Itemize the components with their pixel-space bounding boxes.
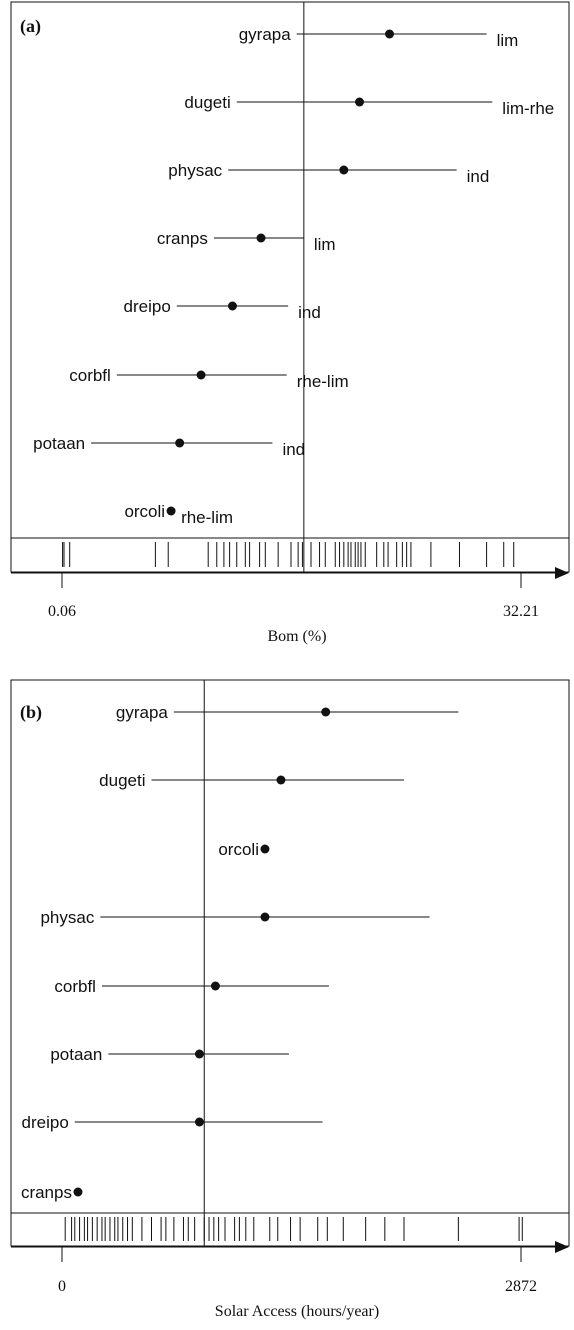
panel-a-species-row-corbfl: corbfl rhe-lim bbox=[69, 366, 348, 391]
panel-a-tag-label-physac: ind bbox=[467, 167, 490, 186]
panel-a: (a) gyrapa lim dugeti lim-rhe physac ind cranp… bbox=[10, 1, 570, 645]
panel-b-rug bbox=[64, 1217, 523, 1241]
panel-b-label: (b) bbox=[20, 702, 42, 723]
panel-b-xlabel: Solar Access (hours/year) bbox=[215, 1303, 379, 1320]
panel-a-label: (a) bbox=[20, 16, 41, 37]
panel-b-species-row-potaan: potaan bbox=[50, 1045, 289, 1064]
panel-b-point-dugeti bbox=[276, 775, 286, 785]
panel-b-point-orcoli bbox=[260, 844, 270, 854]
panel-b-species-label-gyrapa: gyrapa bbox=[116, 703, 169, 722]
panel-b-species-row-gyrapa: gyrapa bbox=[116, 703, 459, 722]
panel-b-species-label-orcoli: orcoli bbox=[218, 840, 259, 859]
panel-a-species-label-cranps: cranps bbox=[157, 229, 208, 248]
panel-b-species-row-orcoli: orcoli bbox=[218, 840, 270, 859]
panel-b-point-physac bbox=[260, 912, 270, 922]
panel-b-species-row-cranps: cranps bbox=[21, 1183, 83, 1202]
panel-a-xlabel: Bom (%) bbox=[267, 628, 326, 645]
panel-b: (b) gyrapa dugeti orcoli physac corbfl potaan… bbox=[10, 679, 570, 1320]
panel-b-point-potaan bbox=[194, 1049, 204, 1059]
panel-b-species-row-dreipo: dreipo bbox=[22, 1113, 323, 1132]
panel-a-tag-label-gyrapa: lim bbox=[497, 31, 519, 50]
panel-a-tag-label-dugeti: lim-rhe bbox=[502, 99, 554, 118]
panel-b-species: gyrapa dugeti orcoli physac corbfl potaan drei… bbox=[21, 703, 459, 1202]
panel-b-frame bbox=[10, 679, 570, 1247]
panel-b-axis-arrow bbox=[555, 1241, 569, 1253]
panel-a-species-label-corbfl: corbfl bbox=[69, 366, 111, 385]
panel-a-species-row-potaan: potaan ind bbox=[33, 434, 305, 459]
panel-a-point-orcoli bbox=[166, 506, 176, 516]
panel-a-frame bbox=[10, 1, 570, 573]
panel-b-species-label-physac: physac bbox=[40, 908, 94, 927]
panel-b-species-row-dugeti: dugeti bbox=[99, 771, 405, 790]
panel-b-species-row-corbfl: corbfl bbox=[54, 977, 329, 996]
panel-b-point-dreipo bbox=[194, 1117, 204, 1127]
panel-a-point-cranps bbox=[256, 233, 266, 243]
panel-b-point-cranps bbox=[73, 1187, 83, 1197]
panel-b-point-gyrapa bbox=[321, 707, 331, 717]
panel-a-x-axis: 0.06 32.21 Bom (%) bbox=[11, 567, 569, 645]
panel-a-point-potaan bbox=[175, 438, 185, 448]
panel-a-tag-label-dreipo: ind bbox=[298, 303, 321, 322]
panel-a-species-row-dugeti: dugeti lim-rhe bbox=[184, 93, 554, 118]
panel-a-species-row-gyrapa: gyrapa lim bbox=[239, 25, 519, 50]
panel-a-tag-label-potaan: ind bbox=[282, 440, 305, 459]
panel-a-point-dreipo bbox=[227, 301, 237, 311]
panel-b-species-label-dugeti: dugeti bbox=[99, 771, 145, 790]
panel-a-species-label-potaan: potaan bbox=[33, 434, 85, 453]
panel-b-species-label-potaan: potaan bbox=[50, 1045, 102, 1064]
panel-b-species-label-corbfl: corbfl bbox=[54, 977, 96, 996]
panel-a-point-physac bbox=[339, 165, 349, 175]
panel-a-species-label-dugeti: dugeti bbox=[184, 93, 230, 112]
panel-b-x-axis: 0 2872 Solar Access (hours/year) bbox=[11, 1241, 569, 1320]
panel-a-species-row-physac: physac ind bbox=[168, 161, 489, 186]
panel-a-tick-label-min: 0.06 bbox=[48, 603, 76, 620]
panel-a-axis-arrow bbox=[555, 567, 569, 579]
panel-b-species-label-cranps: cranps bbox=[21, 1183, 72, 1202]
panel-a-species-label-gyrapa: gyrapa bbox=[239, 25, 292, 44]
panel-b-tick-label-min: 0 bbox=[58, 1278, 66, 1295]
panel-a-tag-label-orcoli: rhe-lim bbox=[181, 508, 233, 527]
panel-a-species-row-orcoli: orcoli rhe-lim bbox=[124, 502, 233, 527]
panel-b-species-row-physac: physac bbox=[40, 908, 430, 927]
panel-a-species-label-orcoli: orcoli bbox=[124, 502, 165, 521]
panel-a-tick-label-max: 32.21 bbox=[503, 603, 539, 620]
panel-a-tag-label-cranps: lim bbox=[314, 235, 336, 254]
panel-b-tick-label-max: 2872 bbox=[505, 1278, 537, 1295]
panel-a-species-row-cranps: cranps lim bbox=[157, 229, 336, 254]
panel-a-species: gyrapa lim dugeti lim-rhe physac ind cranps lim… bbox=[33, 25, 554, 527]
panel-a-point-gyrapa bbox=[385, 29, 395, 39]
panel-a-point-dugeti bbox=[355, 97, 365, 107]
panel-a-point-corbfl bbox=[196, 370, 206, 380]
panel-b-species-label-dreipo: dreipo bbox=[22, 1113, 69, 1132]
panel-a-species-label-physac: physac bbox=[168, 161, 222, 180]
panel-a-tag-label-corbfl: rhe-lim bbox=[297, 372, 349, 391]
panel-a-species-label-dreipo: dreipo bbox=[124, 297, 171, 316]
panel-a-rug bbox=[62, 542, 515, 567]
panel-b-point-corbfl bbox=[210, 981, 220, 991]
panel-a-species-row-dreipo: dreipo ind bbox=[124, 297, 321, 322]
